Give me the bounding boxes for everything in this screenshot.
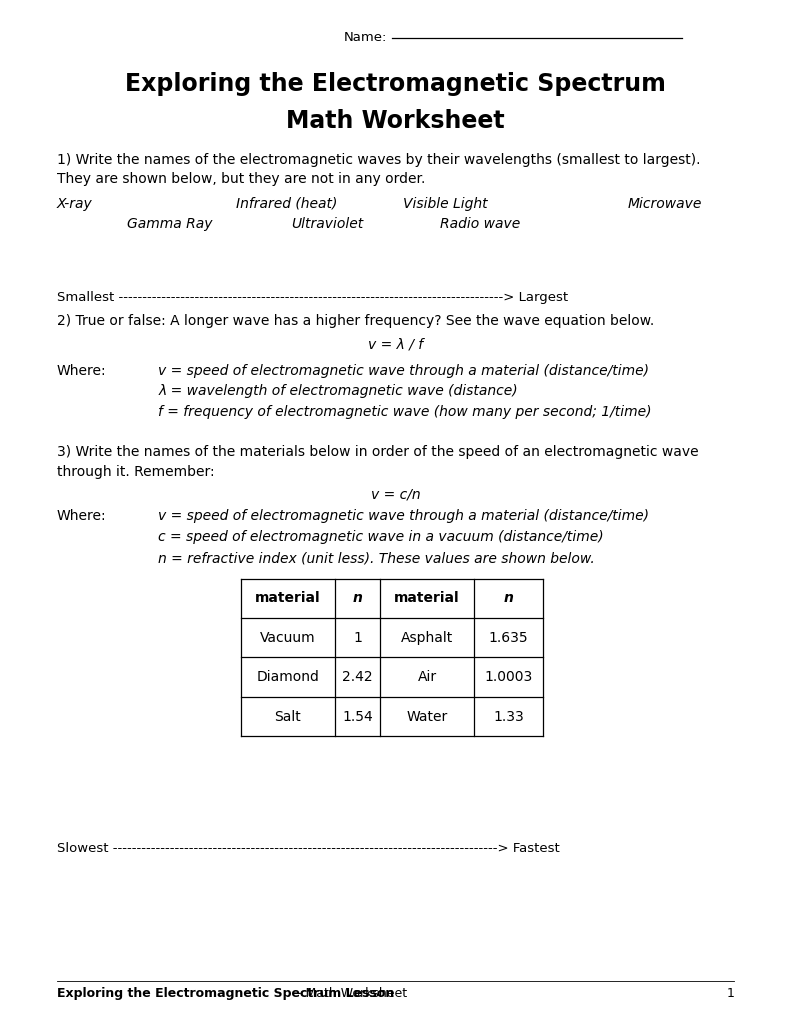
- Text: through it. Remember:: through it. Remember:: [57, 465, 214, 479]
- Text: 2.42: 2.42: [343, 670, 373, 684]
- Text: Where:: Where:: [57, 509, 107, 523]
- Text: Math Worksheet: Math Worksheet: [286, 109, 505, 132]
- Text: Microwave: Microwave: [627, 197, 702, 211]
- Text: 1.54: 1.54: [343, 710, 373, 724]
- Text: v = speed of electromagnetic wave through a material (distance/time): v = speed of electromagnetic wave throug…: [158, 364, 649, 378]
- Text: 1.33: 1.33: [494, 710, 524, 724]
- Text: Exploring the Electromagnetic Spectrum Lesson: Exploring the Electromagnetic Spectrum L…: [57, 987, 394, 1000]
- Text: 1.0003: 1.0003: [485, 670, 532, 684]
- Text: Where:: Where:: [57, 364, 107, 378]
- Text: - Math Worksheet: - Math Worksheet: [293, 987, 407, 1000]
- Text: Diamond: Diamond: [256, 670, 320, 684]
- Text: Exploring the Electromagnetic Spectrum: Exploring the Electromagnetic Spectrum: [125, 72, 666, 95]
- Text: Salt: Salt: [274, 710, 301, 724]
- Text: n = refractive index (unit less). These values are shown below.: n = refractive index (unit less). These …: [158, 551, 595, 565]
- Text: 1.635: 1.635: [489, 631, 528, 645]
- Text: λ = wavelength of electromagnetic wave (distance): λ = wavelength of electromagnetic wave (…: [158, 384, 518, 398]
- Text: Gamma Ray: Gamma Ray: [127, 217, 212, 231]
- Text: Asphalt: Asphalt: [401, 631, 453, 645]
- Text: Smallest -----------------------------------------------------------------------: Smallest -------------------------------…: [57, 291, 568, 304]
- Text: 2) True or false: A longer wave has a higher frequency? See the wave equation be: 2) True or false: A longer wave has a hi…: [57, 314, 654, 329]
- Text: v = c/n: v = c/n: [371, 487, 420, 502]
- Text: Slowest ------------------------------------------------------------------------: Slowest --------------------------------…: [57, 842, 560, 855]
- Text: v = λ / f: v = λ / f: [368, 338, 423, 352]
- Text: Ultraviolet: Ultraviolet: [291, 217, 363, 231]
- Text: material: material: [395, 591, 460, 605]
- Text: X-ray: X-ray: [57, 197, 93, 211]
- Text: Infrared (heat): Infrared (heat): [236, 197, 337, 211]
- Text: n: n: [504, 591, 513, 605]
- Text: Radio wave: Radio wave: [440, 217, 520, 231]
- Text: They are shown below, but they are not in any order.: They are shown below, but they are not i…: [57, 172, 426, 186]
- Text: material: material: [255, 591, 320, 605]
- Text: Water: Water: [407, 710, 448, 724]
- Text: Name:: Name:: [344, 31, 388, 44]
- Text: c = speed of electromagnetic wave in a vacuum (distance/time): c = speed of electromagnetic wave in a v…: [158, 530, 604, 545]
- Text: 1: 1: [353, 631, 362, 645]
- Text: f = frequency of electromagnetic wave (how many per second; 1/time): f = frequency of electromagnetic wave (h…: [158, 406, 652, 420]
- Text: Vacuum: Vacuum: [260, 631, 316, 645]
- Text: Air: Air: [418, 670, 437, 684]
- Text: Visible Light: Visible Light: [403, 197, 488, 211]
- Text: v = speed of electromagnetic wave through a material (distance/time): v = speed of electromagnetic wave throug…: [158, 509, 649, 523]
- Text: n: n: [353, 591, 362, 605]
- Text: 1) Write the names of the electromagnetic waves by their wavelengths (smallest t: 1) Write the names of the electromagneti…: [57, 153, 701, 167]
- Text: 1: 1: [726, 987, 734, 1000]
- Text: 3) Write the names of the materials below in order of the speed of an electromag: 3) Write the names of the materials belo…: [57, 445, 698, 460]
